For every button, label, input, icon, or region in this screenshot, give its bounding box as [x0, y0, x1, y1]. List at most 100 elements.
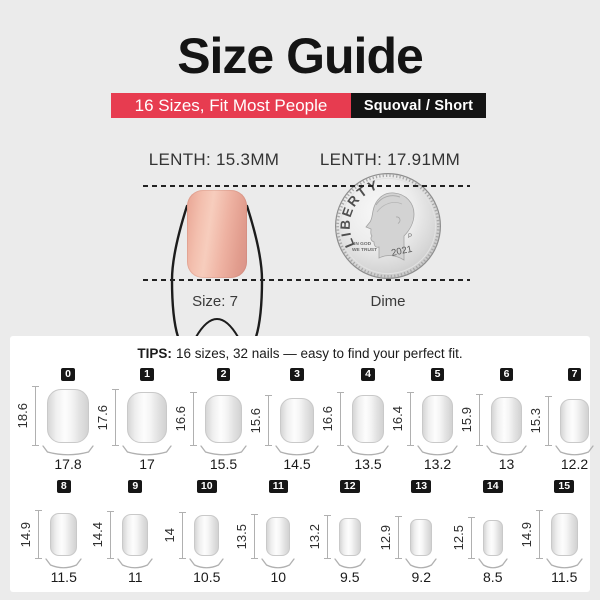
nail-shape — [410, 519, 433, 556]
nail-column: 5 13.2 — [417, 368, 458, 472]
nail-width-value: 12.2 — [560, 456, 589, 472]
coin-inner-rim — [339, 177, 437, 275]
size-number-badge: 1 — [140, 368, 154, 381]
nail-length-value: 16.4 — [390, 406, 405, 432]
banner-red: 16 Sizes, Fit Most People — [111, 93, 351, 118]
nail-width-value: 11.5 — [50, 569, 77, 585]
finger-right-edge — [245, 204, 264, 339]
size-number-badge: 15 — [554, 480, 575, 493]
width-bracket-icon — [417, 445, 458, 456]
size-cell-8: 14.9 8 11.5 — [14, 480, 86, 585]
nail-column: 6 13 — [486, 368, 527, 472]
size-cell-7: 15.3 7 12.2 — [527, 368, 594, 472]
nail-length-value: 14.4 — [90, 522, 106, 548]
length-measure: 14.9 — [17, 510, 43, 559]
size-cell-11: 13.5 11 10 — [229, 480, 301, 585]
size-number-badge: 12 — [339, 480, 360, 493]
nail-shape — [194, 515, 220, 556]
nail-column: 1 17 — [122, 368, 172, 472]
length-measure-line — [265, 395, 272, 446]
nail-width-value: 17 — [139, 456, 155, 472]
size-cell-5: 16.4 5 13.2 — [389, 368, 458, 472]
size-number-badge: 4 — [361, 368, 375, 381]
size-cell-15: 14.9 15 11.5 — [515, 480, 587, 585]
size-number-badge: 6 — [499, 368, 514, 381]
nail-shape — [422, 395, 453, 443]
nail-shape — [205, 395, 242, 443]
length-measure: 14.4 — [89, 511, 115, 559]
size-cell-1: 17.6 1 17 — [94, 368, 172, 472]
banner-red-label: 16 Sizes, Fit Most People — [134, 95, 328, 115]
nail-length-value: 16.6 — [173, 406, 188, 432]
coin-motto-line2: WE TRUST — [352, 247, 377, 253]
length-measure-line — [179, 512, 187, 559]
width-bracket-icon — [45, 558, 82, 569]
nail-length-value: 14 — [162, 528, 178, 543]
length-measure: 15.3 — [527, 396, 552, 446]
size-number-badge: 10 — [196, 480, 217, 493]
tips-label: TIPS: — [137, 346, 172, 361]
nail-column: 13 9.2 — [405, 480, 437, 585]
measure-dashed-line-top — [143, 185, 470, 187]
nail-length-label: LENTH: 15.3MM — [148, 150, 280, 169]
nail-width-value: 15.5 — [209, 456, 238, 472]
size-cell-9: 14.4 9 11 — [86, 480, 158, 585]
nail-column: 3 14.5 — [275, 368, 319, 472]
nail-shape — [50, 513, 78, 556]
length-measure-line — [337, 392, 344, 446]
nail-column: 15 11.5 — [546, 480, 583, 585]
roosevelt-profile — [365, 192, 415, 261]
length-measure: 13.2 — [306, 515, 331, 559]
length-measure: 14.9 — [518, 510, 543, 559]
width-bracket-icon — [261, 558, 295, 569]
length-measure: 15.6 — [247, 395, 272, 446]
nail-length-value: 14.9 — [518, 521, 534, 548]
width-bracket-icon — [555, 445, 594, 456]
size-number-badge: 0 — [61, 368, 75, 381]
size-cell-0: 18.6 0 17.8 — [14, 368, 94, 472]
nail-length-value: 12.9 — [378, 524, 394, 551]
dime-coin-icon: LIBERTY IN GOD WE TRUST P 2021 — [334, 172, 442, 280]
size-cell-3: 15.6 3 14.5 — [247, 368, 319, 472]
nail-column: 0 17.8 — [42, 368, 94, 472]
nail-shape — [560, 399, 589, 443]
size-chart-panel: TIPS: 16 sizes, 32 nails — easy to find y… — [10, 336, 594, 592]
size-cell-2: 16.6 2 15.5 — [172, 368, 247, 472]
width-bracket-icon — [189, 558, 224, 569]
banner-shape-length: Squoval / Short — [351, 93, 486, 118]
nail-length-value: 18.6 — [15, 403, 30, 429]
nail-width-value: 13.5 — [354, 456, 382, 472]
nail-length-value: 15.9 — [459, 407, 474, 433]
length-measure-line — [467, 517, 475, 559]
chart-row-1: 18.6 0 17.8 17.6 1 17 16.6 2 15.5 15.6 3 14.… — [10, 368, 594, 472]
pink-nail-sample — [187, 190, 247, 278]
measure-dashed-line-bottom — [143, 279, 470, 281]
size-cell-6: 15.9 6 13 — [458, 368, 527, 472]
nail-shape — [550, 513, 578, 556]
nail-column: 4 13.5 — [347, 368, 389, 472]
nail-column: 8 11.5 — [45, 480, 82, 585]
nail-shape — [122, 514, 149, 556]
size-number-badge: 11 — [268, 480, 288, 493]
length-measure: 18.6 — [14, 386, 39, 446]
nail-shape — [338, 518, 361, 556]
nail-shape — [280, 398, 314, 443]
length-measure-line — [395, 516, 403, 559]
size-cell-12: 13.2 12 9.5 — [300, 480, 372, 585]
length-measure: 16.4 — [389, 392, 414, 446]
nail-width-value: 13 — [498, 456, 515, 472]
nail-width-value: 8.5 — [483, 569, 503, 585]
length-measure-line — [545, 396, 552, 446]
length-measure-line — [35, 510, 43, 559]
nail-shape — [127, 392, 167, 443]
nail-shape — [47, 389, 89, 443]
coin-year: 2021 — [390, 244, 413, 259]
coin-mintmark: P — [408, 234, 412, 240]
size-number-badge: 5 — [430, 368, 445, 381]
length-measure: 12.9 — [377, 516, 403, 559]
fingertip-arc — [195, 318, 239, 338]
width-bracket-icon — [486, 445, 527, 456]
width-bracket-icon — [478, 558, 508, 569]
nail-width-value: 14.5 — [283, 456, 311, 472]
